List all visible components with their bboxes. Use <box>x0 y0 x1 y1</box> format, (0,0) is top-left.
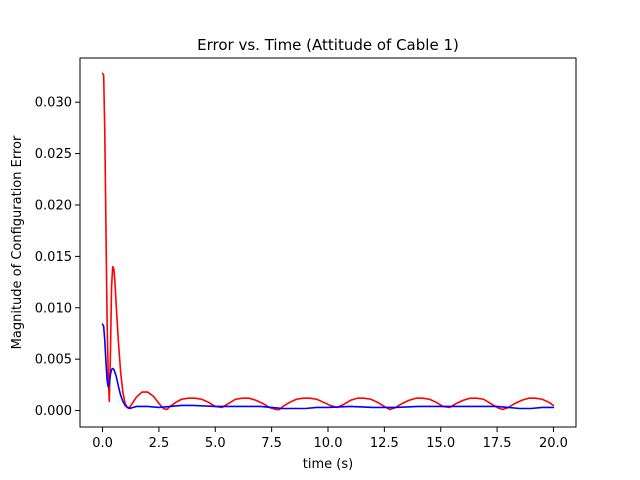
x-tick-label: 2.5 <box>149 436 170 451</box>
series-line-1 <box>101 72 555 411</box>
x-tick-label: 5.0 <box>205 436 226 451</box>
x-tick-label: 10.0 <box>314 436 343 451</box>
x-axis-label: time (s) <box>303 457 353 472</box>
y-tick-label: 0.005 <box>35 353 72 368</box>
x-axis: 0.0 2.5 5.0 7.5 10.0 12.5 15.0 17.5 20.0 <box>92 427 568 451</box>
y-axis-label: Magnitude of Configuration Error <box>10 135 25 349</box>
x-tick-label: 20.0 <box>539 436 568 451</box>
x-tick-label: 17.5 <box>483 436 512 451</box>
series-line-2 <box>101 323 555 410</box>
x-tick-label: 7.5 <box>261 436 282 451</box>
y-tick-label: 0.020 <box>35 198 72 213</box>
series-layer <box>101 72 555 411</box>
y-tick-label: 0.030 <box>35 96 72 111</box>
y-tick-label: 0.000 <box>35 404 72 419</box>
y-tick-label: 0.015 <box>35 250 72 265</box>
y-tick-label: 0.025 <box>35 147 72 162</box>
x-tick-label: 15.0 <box>426 436 455 451</box>
y-tick-label: 0.010 <box>35 301 72 316</box>
y-axis: 0.000 0.005 0.010 0.015 0.020 0.025 0.030 <box>35 96 80 419</box>
x-tick-label: 12.5 <box>370 436 399 451</box>
x-tick-label: 0.0 <box>92 436 113 451</box>
chart-title: Error vs. Time (Attitude of Cable 1) <box>197 36 459 54</box>
